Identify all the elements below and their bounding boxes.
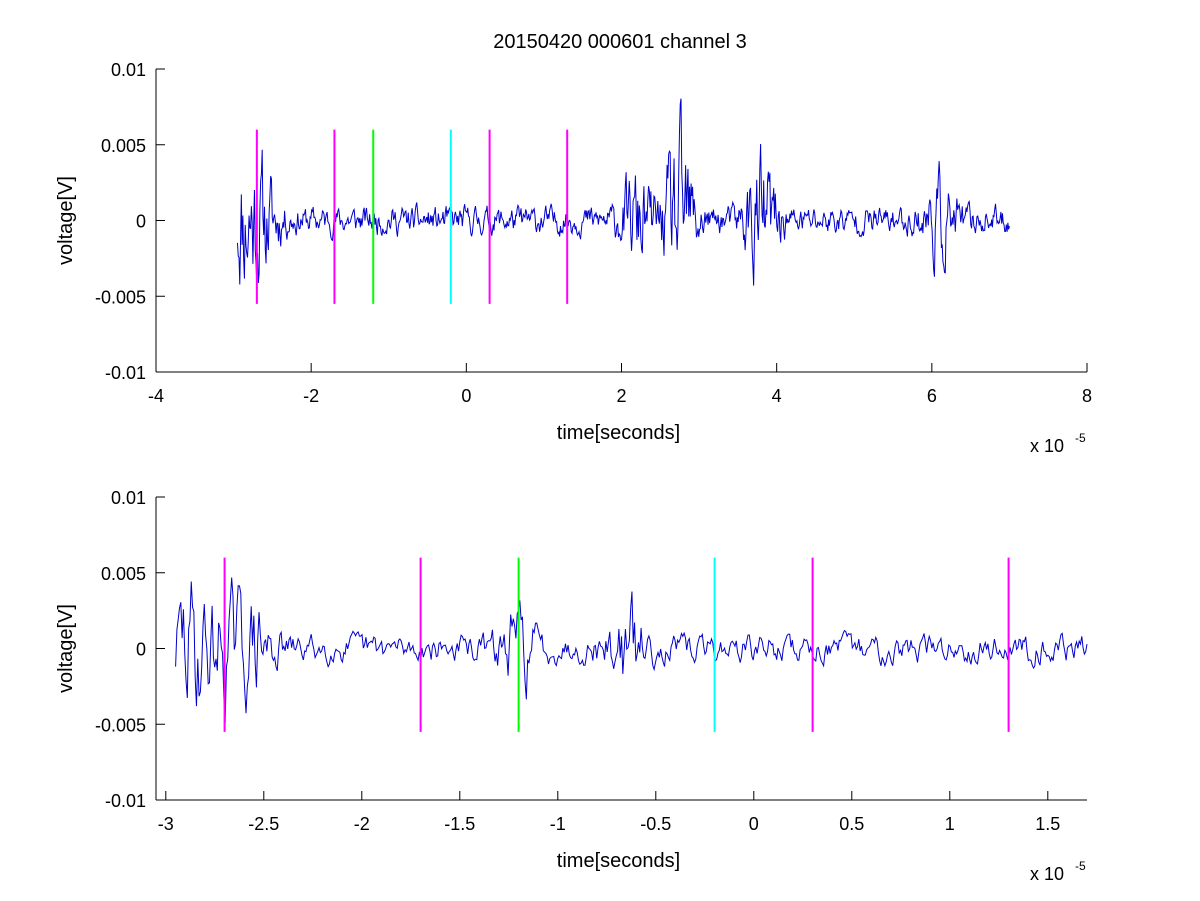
x-tick-label: 1 — [945, 814, 955, 834]
x-tick-label: 4 — [772, 386, 782, 406]
x-exponent-label: x 10 — [1030, 436, 1064, 456]
x-tick-label: 8 — [1082, 386, 1092, 406]
x-tick-label: -3 — [158, 814, 174, 834]
x-tick-label: 0.5 — [839, 814, 864, 834]
y-tick-label: 0 — [136, 640, 146, 660]
top-subplot: -4 -2 0 2 4 6 8 -0.01 -0.005 0 0.005 0.01 time[secon… — [55, 60, 1092, 456]
x-tick-label: 1.5 — [1035, 814, 1060, 834]
signal-trace — [175, 577, 1088, 724]
x-tick-label: -2 — [303, 386, 319, 406]
x-tick-label: 0 — [461, 386, 471, 406]
x-tick-label: -1 — [550, 814, 566, 834]
x-tick-label: -2.5 — [248, 814, 279, 834]
x-axis-label: time[seconds] — [557, 422, 680, 444]
y-axis-label: voltage[V] — [55, 604, 77, 693]
x-tick-label: 0 — [749, 814, 759, 834]
y-tick-label: 0.01 — [111, 488, 146, 508]
y-tick-label: 0.005 — [101, 564, 146, 584]
x-exponent-label: x 10 — [1030, 864, 1064, 884]
y-tick-label: 0.005 — [101, 136, 146, 156]
x-exponent-superscript: -5 — [1075, 431, 1086, 445]
x-tick-label: 6 — [927, 386, 937, 406]
y-tick-label: 0.01 — [111, 60, 146, 80]
figure-title: 20150420 000601 channel 3 — [493, 31, 747, 53]
x-tick-label: -4 — [148, 386, 164, 406]
y-tick-label: 0 — [136, 212, 146, 232]
y-tick-label: -0.01 — [105, 791, 146, 811]
x-tick-label: -2 — [354, 814, 370, 834]
y-tick-label: -0.01 — [105, 363, 146, 383]
y-axis-label: voltage[V] — [55, 176, 77, 265]
x-tick-label: -0.5 — [640, 814, 671, 834]
x-tick-label: 2 — [616, 386, 626, 406]
y-tick-label: -0.005 — [95, 715, 146, 735]
x-exponent-superscript: -5 — [1075, 859, 1086, 873]
x-tick-label: -1.5 — [444, 814, 475, 834]
signal-trace — [236, 98, 1010, 286]
x-axis-label: time[seconds] — [557, 850, 680, 872]
y-tick-label: -0.005 — [95, 287, 146, 307]
bottom-subplot: -3 -2.5 -2 -1.5 -1 -0.5 0 0.5 1 1.5 -0.01 -0.005 0 0.… — [55, 488, 1088, 884]
